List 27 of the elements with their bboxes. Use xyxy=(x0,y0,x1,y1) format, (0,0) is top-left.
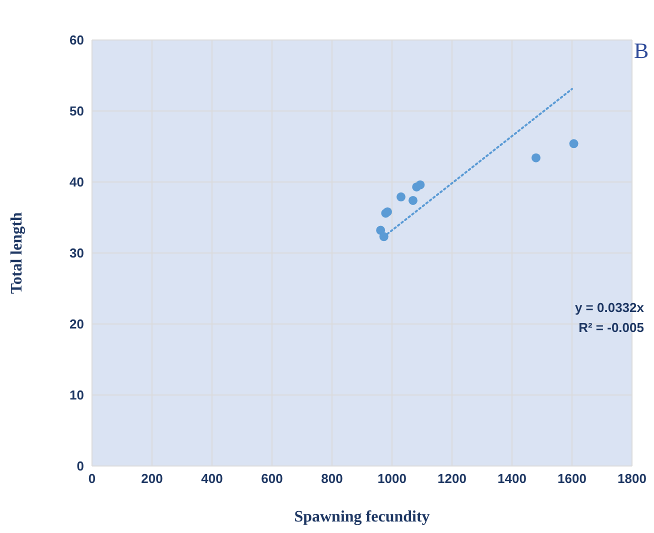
point xyxy=(416,180,425,190)
x-tick-label: 1600 xyxy=(558,471,586,486)
y-tick-label: 30 xyxy=(70,246,84,261)
y-tick-label: 40 xyxy=(70,174,84,190)
annotation: R² = -0.005 xyxy=(578,320,644,335)
y-tick-label: 0 xyxy=(76,458,84,474)
point xyxy=(532,153,540,162)
point xyxy=(396,192,406,202)
y-tick-label: 60 xyxy=(70,32,84,48)
point xyxy=(569,139,578,148)
y-tick-label: 50 xyxy=(70,104,84,119)
y-tick-label: 20 xyxy=(70,316,84,332)
x-axis-title: Spawning fecundity xyxy=(294,508,430,526)
x-tick-label: 1000 xyxy=(378,471,406,486)
y-axis-title: Total length xyxy=(8,212,26,294)
x-tick-label: 400 xyxy=(201,471,223,486)
x-tick-label: 1800 xyxy=(618,471,646,486)
x-tick-label: 200 xyxy=(141,471,163,486)
point xyxy=(408,196,418,205)
x-tick-label: 800 xyxy=(321,471,343,486)
text: B xyxy=(634,38,649,64)
x-tick-label: 1200 xyxy=(438,471,466,486)
x-tick-label: 1400 xyxy=(498,471,526,486)
x-tick-label: 0 xyxy=(88,471,96,486)
y-tick-label: 10 xyxy=(70,388,84,403)
annotation: y = 0.0332x xyxy=(574,300,644,315)
x-tick-label: 600 xyxy=(261,471,283,486)
